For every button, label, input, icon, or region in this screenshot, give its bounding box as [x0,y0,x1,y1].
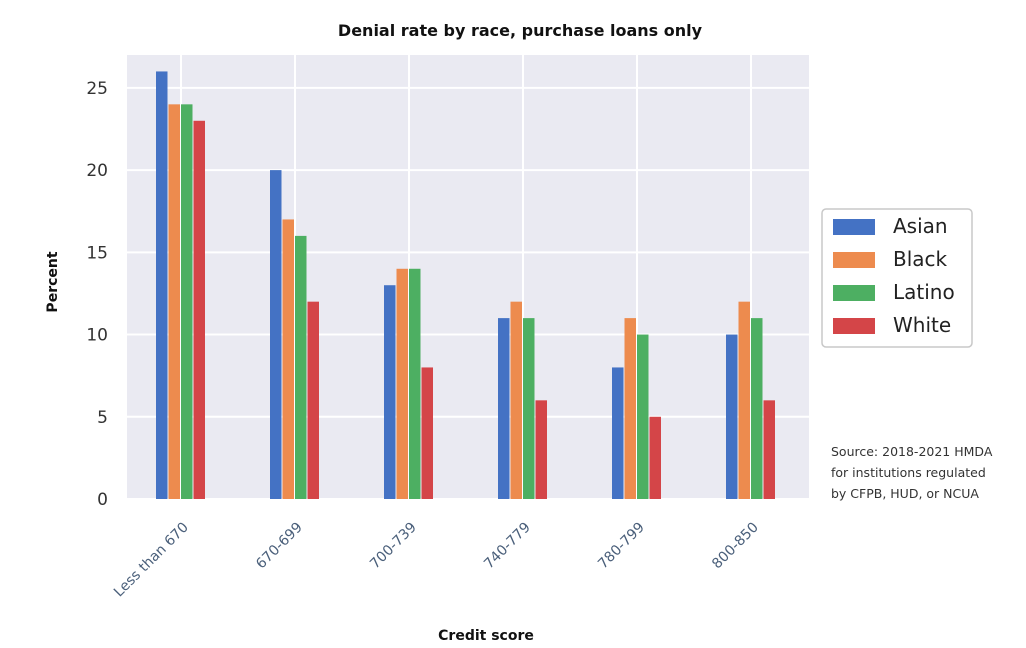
bar-latino-2 [409,268,421,499]
legend-label-latino: Latino [893,280,955,304]
legend-frame [821,208,973,348]
bar-white-3 [535,400,547,499]
y-tick-label: 15 [86,243,108,263]
source-line: Source: 2018-2021 HMDA [831,444,993,459]
legend-label-asian: Asian [893,214,948,238]
y-axis-title: Percent [45,251,61,312]
bar-black-0 [168,104,180,499]
bar-asian-3 [498,318,510,499]
legend-swatch-black [833,252,875,268]
x-tick-label: Less than 670 [111,520,192,601]
x-tick-labels: Less than 670 670-699 700-739 740-779 780-79… [111,520,762,601]
x-axis-title: Credit score [438,628,534,644]
y-tick-label: 25 [86,79,108,99]
bar-white-4 [649,416,661,499]
legend-swatch-latino [833,285,875,301]
x-tick-label: 700-739 [367,520,420,573]
bar-black-5 [738,301,750,499]
bar-black-2 [396,268,408,499]
legend-label-black: Black [893,247,948,271]
legend-swatch-asian [833,219,875,235]
bar-black-3 [510,301,522,499]
legend-swatch-white [833,318,875,334]
bar-latino-0 [181,104,193,499]
bar-latino-4 [637,334,649,499]
y-tick-label: 10 [86,326,108,346]
bar-latino-3 [523,318,535,499]
bars [156,71,775,500]
legend: Asian Black Latino White [821,208,973,348]
bar-black-1 [282,219,294,499]
plot-area [127,55,809,499]
x-tick-label: 780-799 [595,520,648,573]
bar-white-5 [763,400,775,499]
source-line: by CFPB, HUD, or NCUA [831,486,979,501]
legend-label-white: White [893,313,951,337]
bar-white-1 [307,301,319,499]
y-tick-label: 0 [97,490,108,510]
bar-white-0 [193,120,205,500]
bar-asian-4 [612,367,624,499]
y-tick-label: 5 [97,408,108,428]
source-note: Source: 2018-2021 HMDA for institutions r… [831,444,993,501]
bar-asian-1 [270,170,282,499]
bar-asian-0 [156,71,168,499]
y-tick-label: 20 [86,161,108,181]
y-tick-labels: 0 5 10 15 20 25 [86,79,108,510]
bar-white-2 [421,367,433,499]
source-line: for institutions regulated [831,465,986,480]
bar-asian-5 [726,334,738,499]
x-tick-label: 740-779 [481,520,534,573]
bar-latino-1 [295,235,307,499]
chart-title: Denial rate by race, purchase loans only [338,21,703,40]
bar-black-4 [624,318,636,499]
x-tick-label: 670-699 [253,520,306,573]
x-tick-label: 800-850 [709,520,762,573]
bar-latino-5 [751,318,763,499]
bar-asian-2 [384,285,396,499]
